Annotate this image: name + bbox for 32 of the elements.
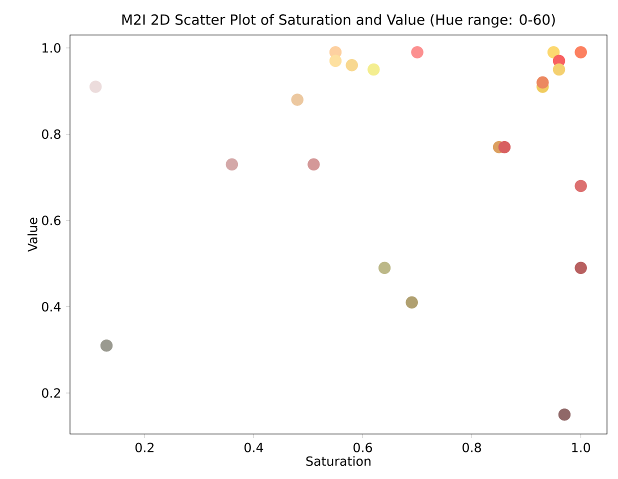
y-tick-label: 0.4 — [42, 302, 61, 312]
x-axis-title: Saturation — [306, 456, 370, 466]
x-tick-label: 0.6 — [354, 442, 372, 452]
point — [411, 46, 424, 58]
point — [226, 158, 238, 171]
point — [308, 158, 320, 171]
y-tick-label: 0.8 — [42, 129, 60, 140]
point — [574, 46, 587, 58]
y-axis-title: Value — [28, 218, 38, 252]
point — [574, 180, 587, 192]
y-tick-label: 1.0 — [42, 43, 60, 53]
point — [368, 63, 380, 76]
x-tick-label: 0.2 — [135, 442, 154, 452]
x-tick-label: 1.0 — [572, 442, 590, 452]
point — [329, 54, 342, 68]
chart-title: M2I 2D Scatter Plot of Saturation and Value (Hue range: 0-60) — [122, 14, 555, 28]
point — [378, 262, 391, 274]
point — [574, 262, 587, 274]
point — [558, 408, 571, 421]
x-tick-label: 0.4 — [244, 442, 264, 452]
point — [547, 46, 560, 58]
x-tick-label: 0.8 — [462, 442, 481, 452]
point — [498, 141, 511, 154]
y-tick-label: 0.6 — [42, 216, 60, 226]
point — [536, 76, 549, 89]
point — [100, 339, 113, 352]
point — [406, 296, 418, 309]
point — [346, 59, 358, 72]
point — [552, 63, 566, 76]
point — [291, 94, 304, 106]
point — [89, 80, 102, 93]
y-tick-label: 0.2 — [42, 388, 60, 398]
